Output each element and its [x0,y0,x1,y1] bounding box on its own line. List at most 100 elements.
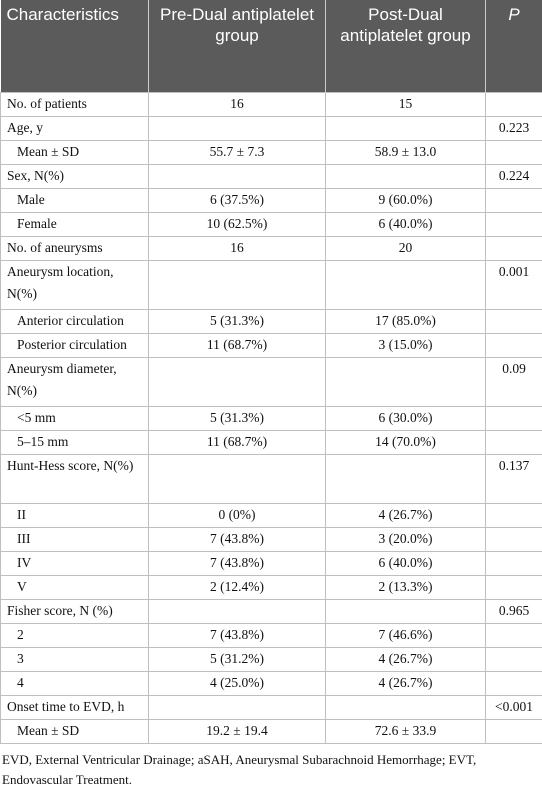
table-cell [486,310,542,334]
table-cell [486,504,542,528]
table-cell: Hunt-Hess score, N(%) [1,455,149,504]
table-cell [149,600,326,624]
table-cell [486,431,542,455]
table-cell: Onset time to EVD, h [1,696,149,720]
table-cell: 11 (68.7%) [149,334,326,358]
table-cell: 7 (46.6%) [326,624,486,648]
table-cell: 5 (31.2%) [149,648,326,672]
table-cell: 3 (20.0%) [326,528,486,552]
table-cell: 4 (26.7%) [326,504,486,528]
table-cell [486,552,542,576]
table-cell: Aneurysm location, N(%) [1,261,149,310]
table-cell: Sex, N(%) [1,165,149,189]
table-cell: 6 (40.0%) [326,213,486,237]
table-cell: Aneurysm diameter, N(%) [1,358,149,407]
header-cell: Post-Dual antiplatelet group [326,0,486,93]
table-cell: III [1,528,149,552]
table-cell: 19.2 ± 19.4 [149,720,326,744]
footnote: EVD, External Ventricular Drainage; aSAH… [0,744,542,790]
table-cell [486,720,542,744]
table-row: Onset time to EVD, h<0.001 [1,696,542,720]
table-cell [486,213,542,237]
table-cell: 0 (0%) [149,504,326,528]
table-row: Fisher score, N (%)0.965 [1,600,542,624]
table-cell: 4 (26.7%) [326,672,486,696]
table-cell [326,165,486,189]
table-row: Hunt-Hess score, N(%) 0.137 [1,455,542,504]
table-row: Aneurysm diameter, N(%) 0.09 [1,358,542,407]
table-cell: 0.965 [486,600,542,624]
table-cell: 2 [1,624,149,648]
table-cell: 6 (40.0%) [326,552,486,576]
table-cell [486,93,542,117]
table-cell: Male [1,189,149,213]
table-cell: 0.001 [486,261,542,310]
table-cell [486,624,542,648]
table-cell [149,696,326,720]
table-cell: 0.137 [486,455,542,504]
table-cell: 3 (15.0%) [326,334,486,358]
table-cell: No. of patients [1,93,149,117]
table-cell [149,455,326,504]
table-cell: 6 (37.5%) [149,189,326,213]
table-cell: Female [1,213,149,237]
table-cell [486,407,542,431]
table-cell [486,528,542,552]
table-cell: 6 (30.0%) [326,407,486,431]
table-cell [486,237,542,261]
table-cell: 16 [149,237,326,261]
table-cell: 17 (85.0%) [326,310,486,334]
table-cell: 5–15 mm [1,431,149,455]
table-cell: <5 mm [1,407,149,431]
table-cell [486,141,542,165]
table-row: Aneurysm location, N(%) 0.001 [1,261,542,310]
table-cell [486,672,542,696]
table-cell [149,358,326,407]
table-cell [326,117,486,141]
header-cell: P [486,0,542,93]
table-cell: 0.09 [486,358,542,407]
table-cell: V [1,576,149,600]
table-cell: 0.224 [486,165,542,189]
table-cell: 9 (60.0%) [326,189,486,213]
table-cell: 14 (70.0%) [326,431,486,455]
table-cell [486,334,542,358]
table-cell: 11 (68.7%) [149,431,326,455]
table-cell: 4 (25.0%) [149,672,326,696]
table-cell [486,648,542,672]
table-cell: Mean ± SD [1,720,149,744]
table-cell: 55.7 ± 7.3 [149,141,326,165]
table-cell: 15 [326,93,486,117]
table-cell [149,261,326,310]
table-cell [326,261,486,310]
table-cell: 72.6 ± 33.9 [326,720,486,744]
table-cell: 10 (62.5%) [149,213,326,237]
data-table: Characteristics Pre-Dual antiplatelet gr… [0,0,542,744]
table-cell: Age, y [1,117,149,141]
table-cell: 3 [1,648,149,672]
table-cell [326,600,486,624]
table-cell [486,576,542,600]
table-cell: 7 (43.8%) [149,552,326,576]
table-cell: 2 (12.4%) [149,576,326,600]
table-cell: Posterior circulation [1,334,149,358]
table-cell [326,358,486,407]
table-cell [326,455,486,504]
table-cell: 4 [1,672,149,696]
header-cell: Pre-Dual antiplatelet group [149,0,326,93]
table-cell: II [1,504,149,528]
